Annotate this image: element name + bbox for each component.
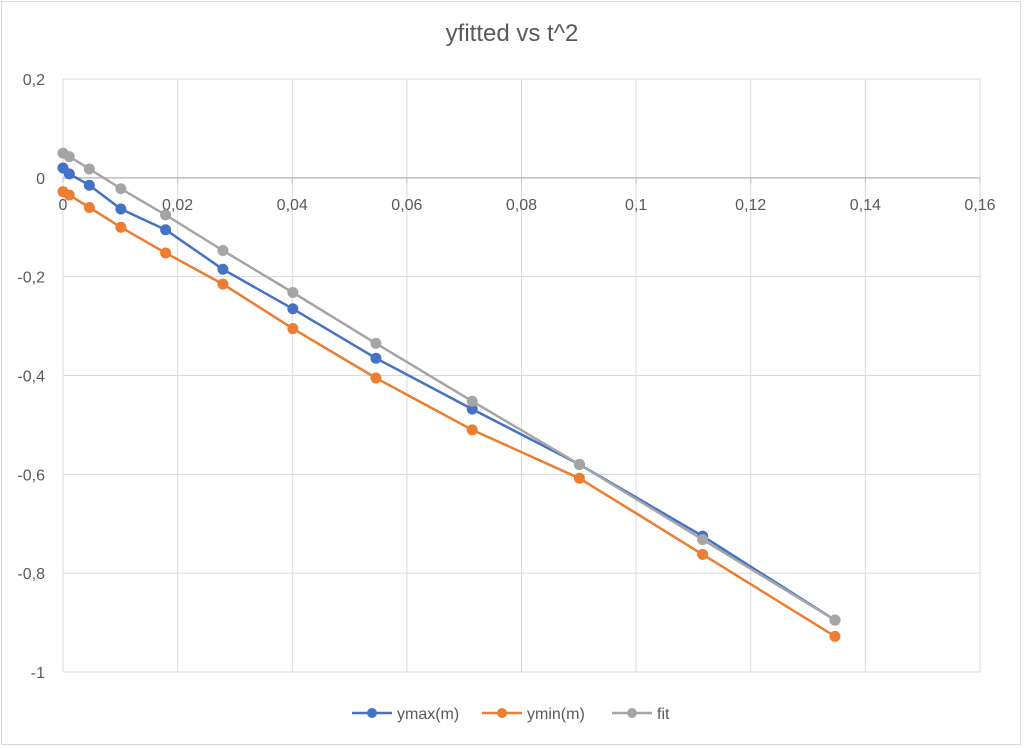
legend-marker [497, 708, 507, 718]
data-point [370, 337, 382, 349]
data-point [287, 286, 299, 298]
data-point [83, 163, 95, 175]
legend-item: ymin(m) [482, 706, 585, 723]
legend-label: ymin(m) [527, 706, 585, 723]
x-tick-label: 0,1 [625, 197, 647, 214]
data-point [217, 263, 229, 275]
x-tick-label: 0,12 [735, 197, 766, 214]
legend-marker [627, 708, 637, 718]
data-point [573, 472, 585, 484]
y-tick-label: 0 [36, 171, 45, 188]
y-tick-label: -0,4 [17, 369, 45, 386]
x-tick-label: 0 [59, 197, 68, 214]
data-point [217, 244, 229, 256]
data-point [63, 168, 75, 180]
y-tick-label: -0,6 [17, 467, 45, 484]
data-point [63, 189, 75, 201]
data-point [370, 372, 382, 384]
chart-title: yfitted vs t^2 [445, 20, 579, 47]
data-point [63, 151, 75, 163]
x-tick-label: 0,04 [277, 197, 308, 214]
data-point [83, 201, 95, 213]
data-point [466, 424, 478, 436]
data-point [573, 458, 585, 470]
axes: 0,2 0 -0,2 -0,4 -0,6 -0,8 -1 0 0,02 0,04 0,06 0,08 0… [17, 72, 995, 682]
legend-label: fit [657, 706, 670, 723]
data-point [697, 548, 709, 560]
legend-marker [367, 708, 377, 718]
data-point [160, 224, 172, 236]
data-point [217, 278, 229, 290]
data-point [287, 303, 299, 315]
series-line [62, 152, 836, 622]
legend: ymax(m) ymin(m) fit [352, 706, 670, 723]
x-tick-label: 0,14 [850, 197, 881, 214]
data-point [829, 630, 841, 642]
series-layer [57, 147, 841, 642]
data-point [115, 203, 127, 215]
data-point [697, 534, 709, 546]
y-tick-label: -0,2 [17, 270, 45, 287]
x-tick-label: 0,02 [162, 197, 193, 214]
y-tick-label: -0,8 [17, 566, 45, 583]
legend-label: ymax(m) [397, 706, 459, 723]
x-tick-label: 0,16 [964, 197, 995, 214]
data-point [115, 183, 127, 195]
data-point [287, 323, 299, 335]
y-tick-label: 0,2 [23, 72, 45, 89]
series-line [62, 190, 836, 638]
data-point [829, 614, 841, 626]
data-point [115, 221, 127, 233]
x-tick-label: 0,06 [391, 197, 422, 214]
data-point [160, 209, 172, 221]
data-point [160, 247, 172, 259]
legend-item: ymax(m) [352, 706, 459, 723]
data-point [83, 179, 95, 191]
legend-item: fit [612, 706, 670, 723]
x-tick-label: 0,08 [506, 197, 537, 214]
series-line [62, 166, 836, 622]
data-point [466, 395, 478, 407]
y-tick-label: -1 [31, 665, 45, 682]
data-point [370, 352, 382, 364]
grid [62, 78, 981, 673]
